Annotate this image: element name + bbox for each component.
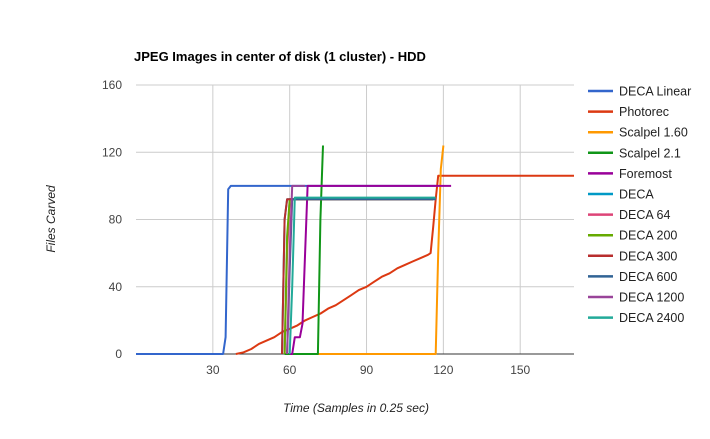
legend-label: DECA 600	[619, 270, 677, 284]
legend-item[interactable]: Scalpel 1.60	[588, 126, 688, 140]
y-tick-label: 80	[109, 213, 123, 227]
legend-label: Scalpel 2.1	[619, 146, 681, 160]
y-tick-label: 120	[102, 145, 122, 159]
legend-label: DECA 200	[619, 229, 677, 243]
x-axis-title: Time (Samples in 0.25 sec)	[283, 401, 429, 415]
legend: DECA Linear Photorec Scalpel 1.60 Scalpel 2…	[588, 85, 691, 325]
legend-item[interactable]: Photorec	[588, 105, 669, 119]
series-line-deca-2400	[288, 196, 436, 355]
gridlines	[136, 84, 574, 354]
legend-label: DECA	[619, 188, 654, 202]
series-line-photorec	[235, 174, 574, 355]
series-line-scalpel-2-1	[284, 145, 324, 355]
series-lines	[136, 145, 574, 355]
legend-label: DECA 2400	[619, 311, 684, 325]
legend-item[interactable]: DECA Linear	[588, 85, 691, 99]
series-line-deca-600	[286, 198, 436, 355]
series-line-deca-1200	[286, 184, 306, 355]
x-tick-label: 90	[360, 363, 374, 377]
legend-item[interactable]: DECA	[588, 188, 654, 202]
y-tick-label: 40	[109, 280, 123, 294]
legend-label: Foremost	[619, 167, 672, 181]
x-tick-label: 30	[206, 363, 220, 377]
legend-label: DECA 1200	[619, 291, 684, 305]
legend-item[interactable]: DECA 2400	[588, 311, 684, 325]
legend-item[interactable]: Foremost	[588, 167, 672, 181]
legend-label: DECA 300	[619, 249, 677, 263]
x-tick-label: 60	[283, 363, 297, 377]
series-line-scalpel-1-60	[317, 145, 445, 355]
x-tick-label: 120	[433, 363, 453, 377]
legend-item[interactable]: DECA 200	[588, 229, 677, 243]
legend-label: DECA Linear	[619, 85, 691, 99]
chart-title: JPEG Images in center of disk (1 cluster…	[134, 49, 426, 64]
series-line-foremost	[289, 184, 452, 355]
legend-item[interactable]: Scalpel 2.1	[588, 146, 681, 160]
y-tick-label: 0	[115, 347, 122, 361]
x-tick-label: 150	[510, 363, 530, 377]
y-axis-title: Files Carved	[44, 185, 58, 253]
y-tick-label: 160	[102, 78, 122, 92]
series-line-deca-linear	[136, 184, 436, 355]
legend-item[interactable]: DECA 600	[588, 270, 677, 284]
legend-item[interactable]: DECA 64	[588, 208, 670, 222]
legend-label: DECA 64	[619, 208, 670, 222]
legend-item[interactable]: DECA 300	[588, 249, 677, 263]
legend-label: Scalpel 1.60	[619, 126, 688, 140]
legend-label: Photorec	[619, 105, 669, 119]
legend-item[interactable]: DECA 1200	[588, 291, 684, 305]
axes: 0 40 80 120 160 30 60 90 120 150	[102, 78, 574, 377]
